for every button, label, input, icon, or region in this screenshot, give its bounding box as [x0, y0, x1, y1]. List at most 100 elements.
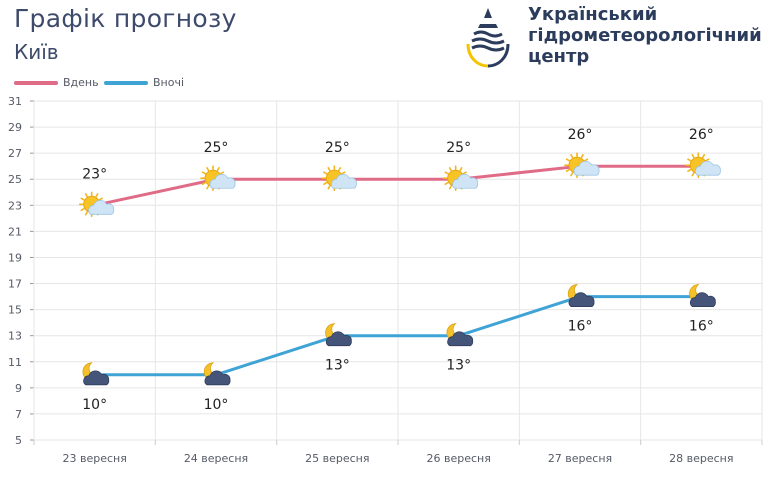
cloud-shape	[452, 173, 479, 189]
water-drop-logo-icon	[466, 6, 510, 68]
dark-cloud-shape	[689, 292, 716, 307]
x-tick-label: 23 вересня	[62, 452, 126, 465]
data-label: 13°	[446, 358, 471, 374]
logo-text-line2: гідрометеорологічний	[528, 25, 762, 46]
sun-ray	[444, 181, 449, 186]
sun-ray	[462, 171, 467, 175]
sun-ray	[323, 171, 328, 175]
sun-ray	[691, 154, 695, 159]
y-tick-label: 29	[8, 121, 22, 134]
sun-ray	[201, 181, 207, 186]
sun-ray	[341, 171, 346, 175]
data-label: 16°	[689, 319, 714, 335]
sun-cloud-icon	[321, 165, 357, 192]
sun-ray	[216, 167, 220, 172]
sun-ray	[583, 158, 589, 162]
cloud-shape	[209, 173, 236, 189]
legend-swatch-night	[104, 80, 148, 85]
y-tick-label: 15	[8, 304, 22, 317]
legend-label-day: Вдень	[63, 76, 99, 89]
moon-cloud-icon	[446, 323, 474, 347]
sun-ray	[206, 167, 210, 172]
x-tick-label: 28 вересня	[669, 452, 733, 465]
sun-cloud-icon	[685, 152, 721, 178]
y-tick-label: 27	[8, 147, 22, 160]
data-label: 10°	[204, 397, 229, 413]
legend-label-night: Вночі	[153, 76, 185, 89]
dark-cloud-shape	[204, 370, 231, 386]
moon-cloud-icon	[325, 323, 352, 347]
y-tick-label: 23	[8, 199, 22, 212]
moon-cloud-icon	[82, 362, 110, 386]
y-tick-label: 9	[15, 382, 22, 395]
sun-ray	[702, 154, 706, 159]
sun-cloud-icon	[564, 152, 600, 178]
sun-ray	[95, 193, 99, 198]
cloud-shape	[694, 160, 721, 176]
y-tick-label: 19	[8, 251, 22, 264]
sun-ray	[219, 171, 225, 175]
moon-cloud-icon	[689, 284, 716, 307]
logo-text: Український гідрометеорологічний центр	[528, 4, 762, 67]
y-tick-label: 5	[15, 434, 22, 447]
x-tick-label: 27 вересня	[548, 452, 612, 465]
sun-cloud-icon	[200, 165, 236, 192]
sun-ray	[327, 167, 331, 172]
sun-ray	[687, 168, 692, 172]
sun-ray	[80, 197, 85, 201]
sun-ray	[705, 158, 710, 162]
moon-cloud-icon	[203, 362, 231, 386]
sun-ray	[84, 193, 88, 198]
y-tick-label: 13	[8, 330, 22, 343]
series-line-day	[94, 164, 702, 207]
city-name: Київ	[14, 40, 59, 64]
sun-ray	[84, 211, 88, 216]
logo: Український гідрометеорологічний центр	[462, 4, 762, 70]
x-tick-label: 26 вересня	[426, 452, 490, 465]
sun-ray	[580, 154, 584, 159]
y-tick-label: 11	[8, 356, 22, 369]
sun-ray	[459, 167, 463, 172]
series-line-night	[94, 295, 702, 377]
logo-text-line3: центр	[528, 46, 590, 67]
sun-ray	[206, 185, 210, 190]
sun-ray	[327, 185, 331, 190]
sun-ray	[570, 154, 574, 159]
sun-ray	[444, 171, 449, 175]
sun-ray	[691, 172, 695, 177]
legend-swatch-day	[14, 80, 58, 85]
cloud-shape	[573, 160, 600, 176]
y-tick-label: 7	[15, 408, 22, 421]
sun-ray	[323, 181, 328, 186]
legend-item-day[interactable]: Вдень	[14, 76, 99, 89]
x-tick-label: 25 вересня	[305, 452, 369, 465]
dark-cloud-shape	[325, 331, 352, 347]
sun-ray	[565, 168, 571, 172]
page-title: Графік прогнозу	[14, 4, 237, 33]
data-label: 16°	[568, 319, 593, 335]
sun-cloud-icon	[442, 165, 479, 192]
sun-ray	[565, 158, 571, 162]
data-label: 25°	[325, 140, 350, 156]
legend-item-night[interactable]: Вночі	[104, 76, 184, 89]
cloud-shape	[88, 199, 115, 215]
sun-ray	[80, 208, 85, 212]
sun-ray	[570, 172, 574, 177]
y-tick-label: 17	[8, 278, 22, 291]
sun-ray	[201, 171, 207, 175]
cloud-shape	[330, 173, 357, 189]
sun-cloud-icon	[78, 191, 115, 218]
dark-cloud-shape	[83, 370, 110, 386]
sun-ray	[448, 185, 452, 190]
sun-ray	[98, 197, 103, 201]
moon-cloud-icon	[567, 284, 595, 307]
data-label: 26°	[689, 127, 714, 143]
dark-cloud-shape	[568, 292, 595, 307]
data-label: 26°	[568, 127, 593, 143]
data-label: 25°	[446, 140, 471, 156]
data-label: 25°	[204, 140, 229, 156]
dark-cloud-shape	[447, 331, 474, 347]
data-label: 10°	[82, 397, 107, 413]
sun-ray	[448, 167, 452, 172]
